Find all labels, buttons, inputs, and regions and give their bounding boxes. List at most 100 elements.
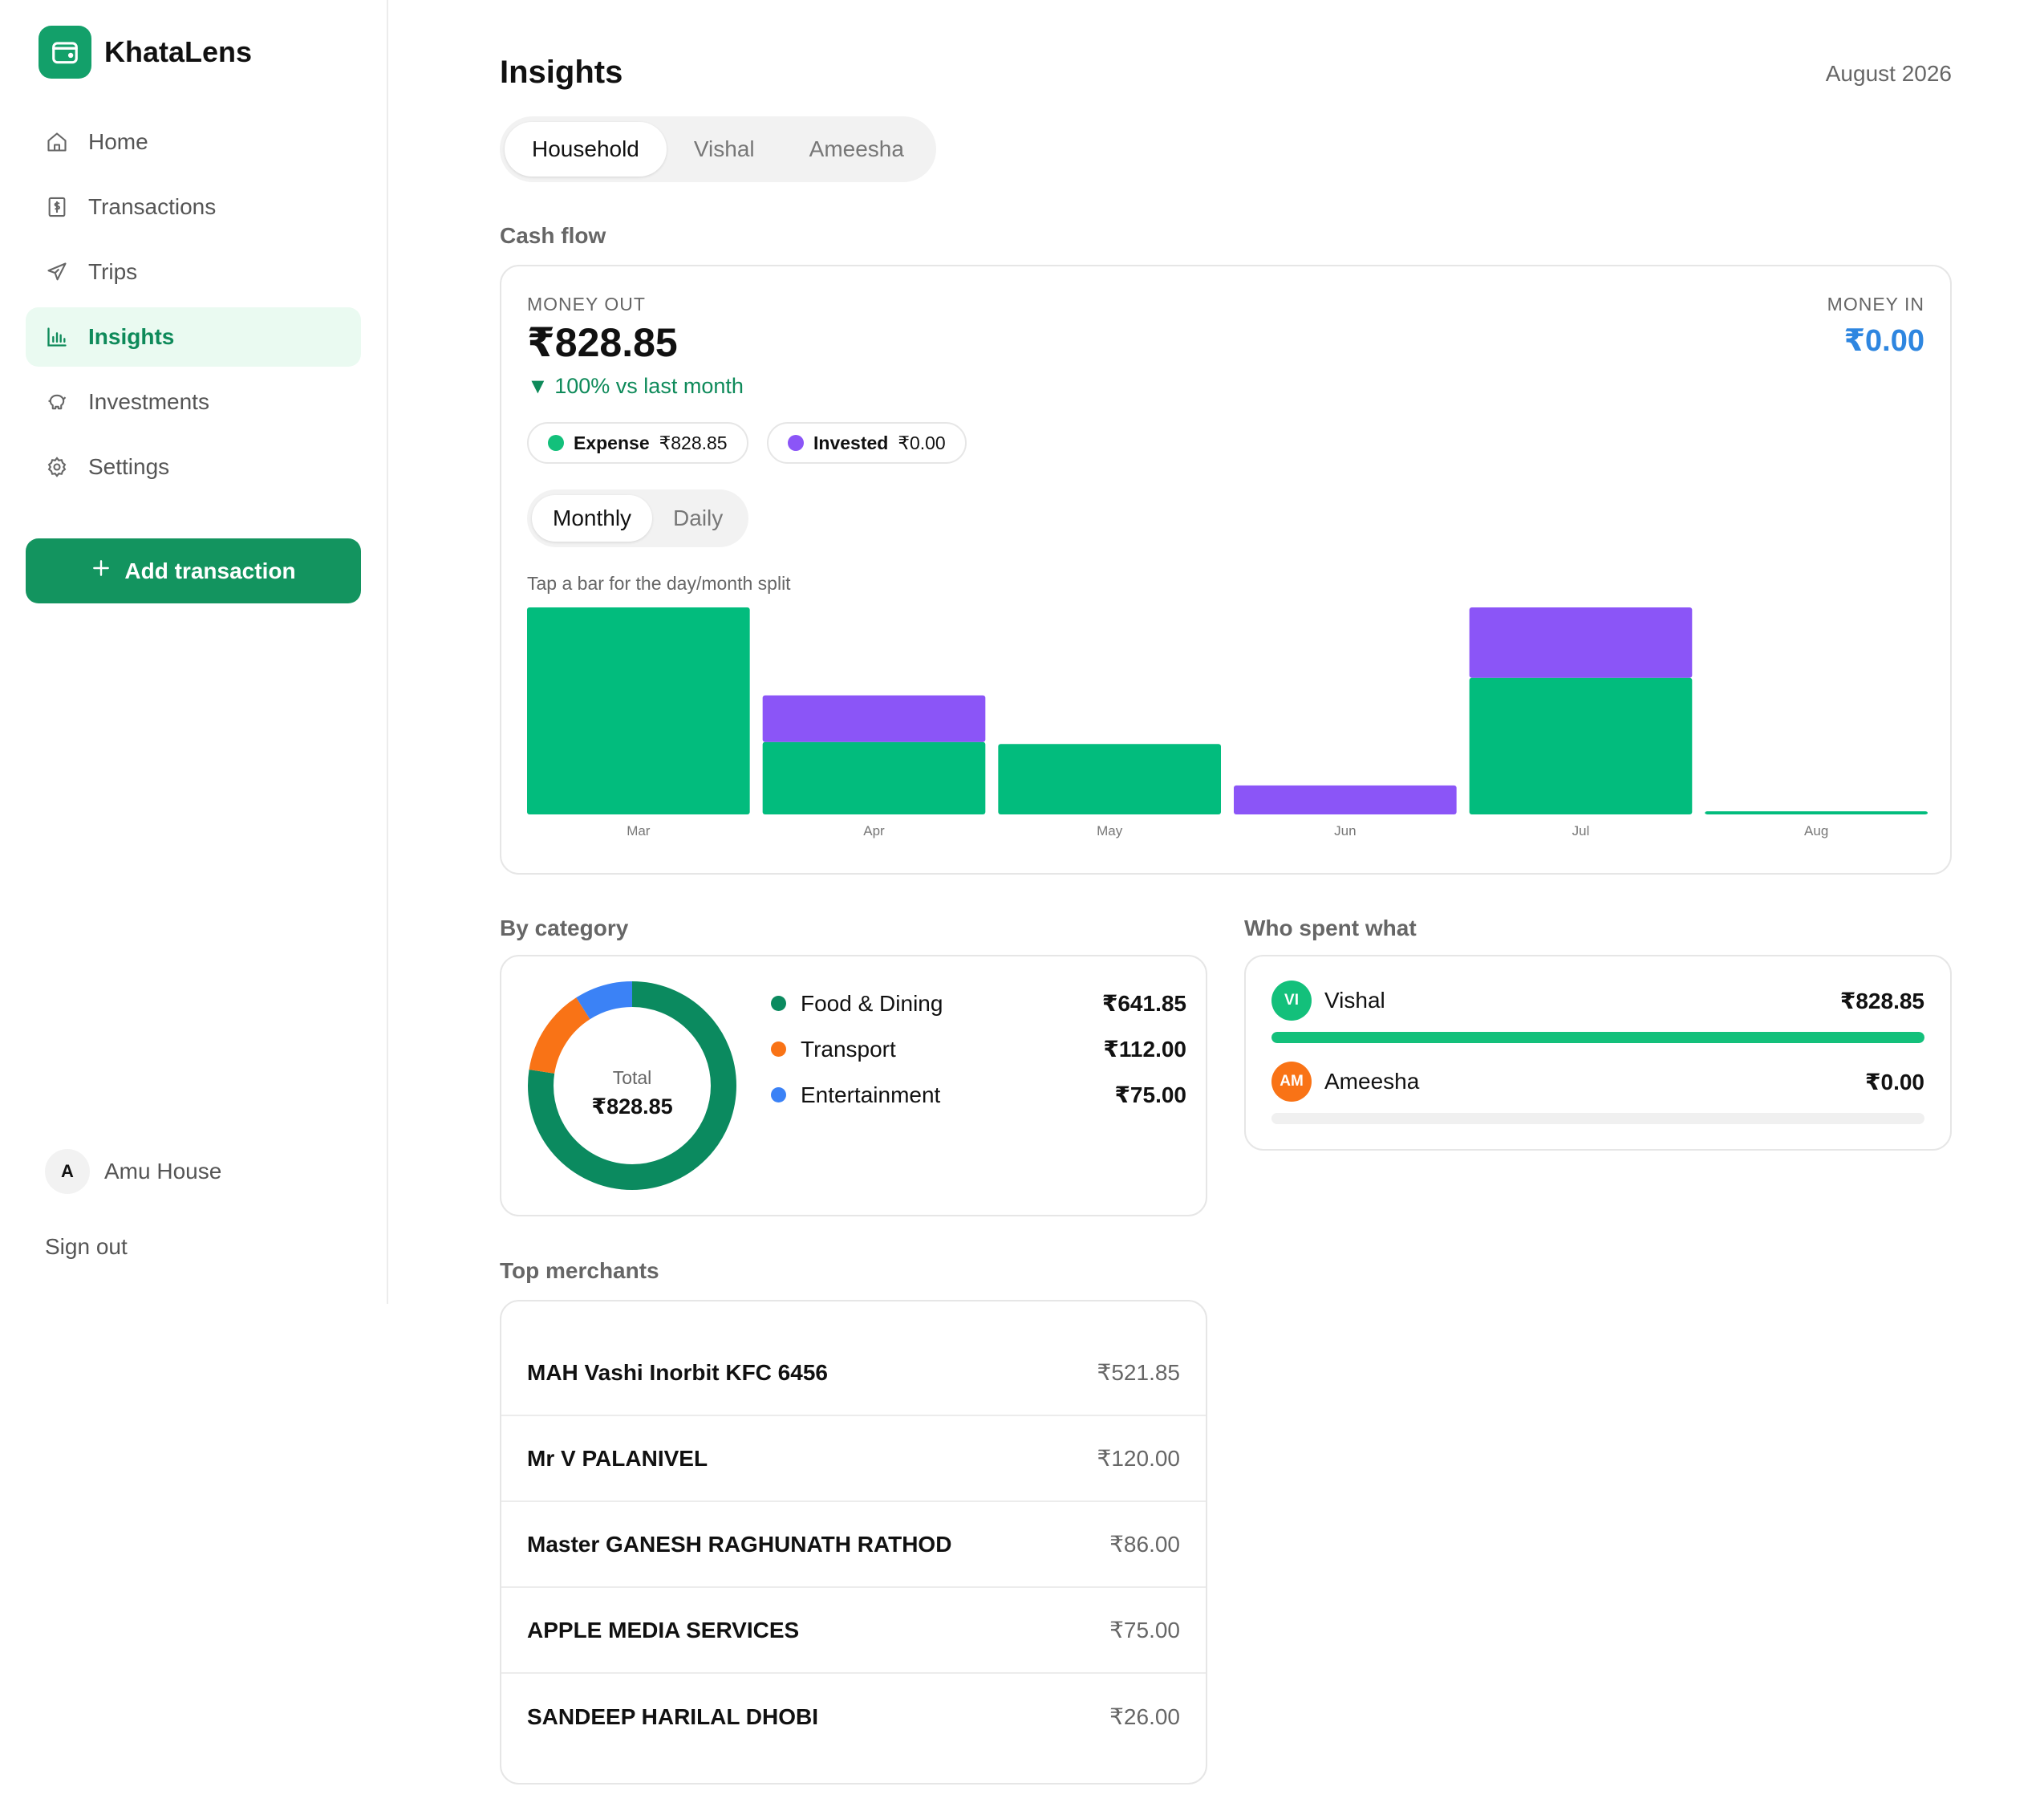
triangle-down-icon: ▼	[527, 374, 549, 398]
donut-total-value: ₹828.85	[591, 1094, 673, 1119]
sidebar-item-label: Investments	[88, 389, 209, 414]
category-value: ₹641.85	[1101, 991, 1186, 1016]
category-row[interactable]: Food & Dining ₹641.85	[771, 981, 1186, 1026]
merchant-value: ₹521.85	[1097, 1360, 1180, 1385]
who-spent-card: VI Vishal ₹828.85 AM Ameesha ₹0.00	[1244, 955, 1952, 1151]
add-transaction-label: Add transaction	[124, 558, 296, 583]
legend-dot	[771, 996, 786, 1011]
sidebar-item-label: Settings	[88, 454, 170, 479]
bar-expense-apr[interactable]	[762, 741, 986, 814]
merchant-value: ₹86.00	[1109, 1532, 1180, 1557]
bar-chart-icon	[45, 325, 69, 349]
share-bar	[1271, 1032, 1924, 1043]
merchant-value: ₹26.00	[1109, 1704, 1180, 1729]
merchant-row[interactable]: MAH Vashi Inorbit KFC 6456 ₹521.85	[501, 1330, 1206, 1416]
category-name: Transport	[801, 1036, 896, 1062]
share-bar-fill	[1271, 1032, 1924, 1043]
category-row[interactable]: Transport ₹112.00	[771, 1026, 1186, 1072]
money-in-value: ₹0.00	[1843, 324, 1924, 358]
sidebar: KhataLens Home Transactions Trips Insigh…	[0, 0, 388, 1304]
x-tick-label: Aug	[1804, 823, 1828, 838]
sidebar-item-trips[interactable]: Trips	[26, 242, 361, 302]
tab-monthly[interactable]: Monthly	[532, 495, 653, 542]
merchant-row[interactable]: Master GANESH RAGHUNATH RATHOD ₹86.00	[501, 1502, 1206, 1588]
period-label[interactable]: August 2026	[1825, 61, 1952, 86]
change-indicator: ▼ 100% vs last month	[527, 374, 744, 399]
donut-slice-entertainment[interactable]	[528, 981, 736, 1190]
bar-expense-may[interactable]	[998, 744, 1221, 814]
tab-household[interactable]: Household	[505, 122, 667, 177]
brand[interactable]: KhataLens	[39, 26, 252, 79]
sidebar-item-label: Trips	[88, 259, 138, 284]
x-tick-label: Jun	[1334, 823, 1356, 838]
donut-total-label: Total	[612, 1067, 652, 1088]
merchant-name: APPLE MEDIA SERVICES	[527, 1617, 800, 1642]
tab-daily[interactable]: Daily	[673, 506, 724, 530]
cash-flow-card: MONEY OUT ₹828.85 ▼ 100% vs last month M…	[500, 265, 1952, 875]
bar-expense-aug[interactable]	[1705, 811, 1928, 814]
chip-name: Expense	[574, 432, 650, 453]
category-name: Entertainment	[801, 1082, 941, 1107]
merchants-card: MAH Vashi Inorbit KFC 6456 ₹521.85 Mr V …	[500, 1300, 1207, 1785]
chip-name: Invested	[813, 432, 889, 453]
piggy-bank-icon	[45, 390, 69, 414]
category-row[interactable]: Entertainment ₹75.00	[771, 1072, 1186, 1118]
cash-flow-chart: Mar Apr May Jun Jul Aug	[527, 607, 1928, 838]
category-value: ₹112.00	[1103, 1037, 1186, 1062]
legend-dot	[771, 1087, 786, 1102]
money-out-value: ₹828.85	[527, 320, 678, 365]
sidebar-item-label: Transactions	[88, 194, 217, 219]
invested-chip[interactable]: Invested ₹0.00	[767, 422, 967, 464]
sidebar-item-label: Insights	[88, 324, 175, 349]
merchant-row[interactable]: Mr V PALANIVEL ₹120.00	[501, 1416, 1206, 1502]
user-name: Amu House	[104, 1159, 222, 1184]
app-name: KhataLens	[104, 35, 253, 68]
merchant-value: ₹75.00	[1109, 1618, 1180, 1642]
x-tick-label: May	[1097, 823, 1123, 838]
bar-expense-jul[interactable]	[1469, 677, 1693, 814]
bar-expense-mar[interactable]	[527, 607, 750, 814]
share-bar	[1271, 1113, 1924, 1124]
money-in-label: MONEY IN	[1827, 294, 1924, 315]
plus-icon	[91, 558, 112, 584]
bar-invested-jun[interactable]	[1234, 785, 1457, 814]
avatar: AM	[1271, 1062, 1312, 1102]
category-legend: Food & Dining ₹641.85 Transport ₹112.00 …	[771, 981, 1186, 1118]
merchant-name: MAH Vashi Inorbit KFC 6456	[527, 1359, 828, 1385]
bar-invested-jul[interactable]	[1469, 607, 1693, 678]
chip-value: ₹0.00	[898, 432, 946, 453]
person-name: Vishal	[1324, 988, 1385, 1013]
person-value: ₹828.85	[1839, 988, 1924, 1013]
cash-flow-heading: Cash flow	[500, 223, 606, 248]
sidebar-item-label: Home	[88, 129, 148, 154]
sidebar-item-investments[interactable]: Investments	[26, 372, 361, 432]
sidebar-item-insights[interactable]: Insights	[26, 307, 361, 367]
plane-icon	[45, 260, 69, 284]
expense-chip[interactable]: Expense ₹828.85	[527, 422, 748, 464]
tab-vishal[interactable]: Vishal	[693, 136, 755, 161]
sign-out-link[interactable]: Sign out	[45, 1234, 128, 1259]
sidebar-item-transactions[interactable]: Transactions	[26, 177, 361, 237]
home-icon	[45, 130, 69, 154]
legend-dot	[771, 1041, 786, 1057]
sidebar-nav: Home Transactions Trips Insights Investm…	[26, 112, 361, 502]
category-donut	[528, 981, 736, 1190]
sidebar-item-settings[interactable]: Settings	[26, 437, 361, 497]
merchant-name: Master GANESH RAGHUNATH RATHOD	[527, 1531, 952, 1557]
merchant-row[interactable]: SANDEEP HARILAL DHOBI ₹26.00	[501, 1674, 1206, 1760]
category-card: Total ₹828.85 Food & Dining ₹641.85 Tran…	[500, 955, 1207, 1216]
person-row-ameesha[interactable]: AM Ameesha ₹0.00	[1271, 1062, 1924, 1102]
bar-invested-apr[interactable]	[762, 695, 986, 742]
person-row-vishal[interactable]: VI Vishal ₹828.85	[1271, 981, 1924, 1021]
change-text: 100% vs last month	[554, 374, 744, 398]
add-transaction-button[interactable]: Add transaction	[26, 538, 361, 603]
merchant-name: Mr V PALANIVEL	[527, 1445, 708, 1471]
x-tick-label: Mar	[627, 823, 651, 838]
user-profile[interactable]: A Amu House	[45, 1149, 221, 1194]
who-spent-heading: Who spent what	[1244, 916, 1417, 940]
avatar: VI	[1271, 981, 1312, 1021]
tab-ameesha[interactable]: Ameesha	[809, 136, 904, 161]
scope-tabs: Household Vishal Ameesha	[500, 116, 936, 182]
merchant-row[interactable]: APPLE MEDIA SERVICES ₹75.00	[501, 1588, 1206, 1674]
sidebar-item-home[interactable]: Home	[26, 112, 361, 172]
